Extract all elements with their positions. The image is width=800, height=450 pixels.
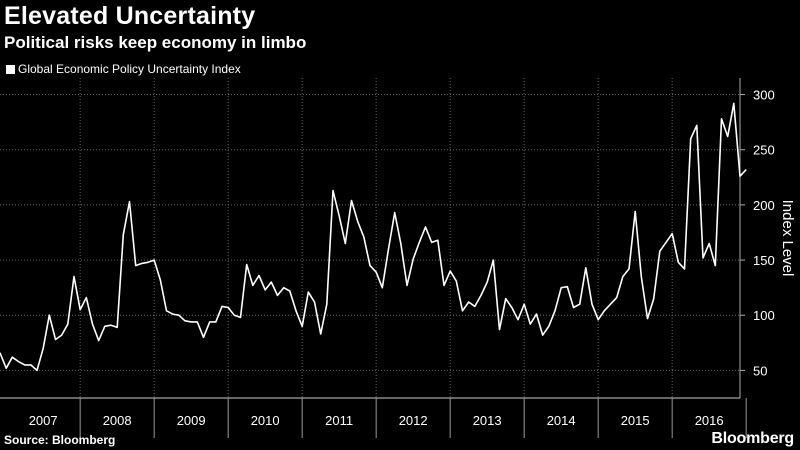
y-tick-label: 200 — [753, 198, 775, 213]
legend-label: Global Economic Policy Uncertainty Index — [18, 62, 241, 76]
x-tick-label: 2009 — [177, 413, 206, 428]
x-tick-label: 2014 — [547, 413, 576, 428]
legend: Global Economic Policy Uncertainty Index — [6, 62, 241, 76]
x-tick-label: 2010 — [251, 413, 280, 428]
x-tick-label: 2016 — [695, 413, 724, 428]
grid-lines — [0, 78, 741, 398]
y-tick-label: 150 — [753, 253, 775, 268]
x-tick-label: 2012 — [399, 413, 428, 428]
y-tick-label: 250 — [753, 143, 775, 158]
chart-title: Elevated Uncertainty — [4, 2, 256, 30]
bloomberg-logo: Bloomberg — [711, 430, 794, 447]
x-axis: 2007 2008 2009 2010 2011 2012 2013 2014 2015 2016 — [0, 397, 747, 438]
x-tick-label: 2015 — [621, 413, 650, 428]
x-tick-label: 2008 — [103, 413, 132, 428]
x-tick-label: 2011 — [325, 413, 353, 428]
chart-subtitle: Political risks keep economy in limbo — [4, 33, 307, 52]
y-axis-ticks: 50 100 150 200 250 300 — [740, 88, 775, 378]
series-line — [0, 102, 747, 372]
source-note: Source: Bloomberg — [4, 433, 116, 447]
y-tick-label: 50 — [753, 363, 767, 378]
y-axis-label: Index Level — [779, 200, 796, 277]
series-group — [0, 102, 747, 372]
x-tick-label: 2013 — [473, 413, 502, 428]
legend-swatch — [6, 64, 15, 74]
y-tick-label: 300 — [753, 88, 775, 103]
y-tick-label: 100 — [753, 308, 775, 323]
x-tick-label: 2007 — [29, 413, 58, 428]
